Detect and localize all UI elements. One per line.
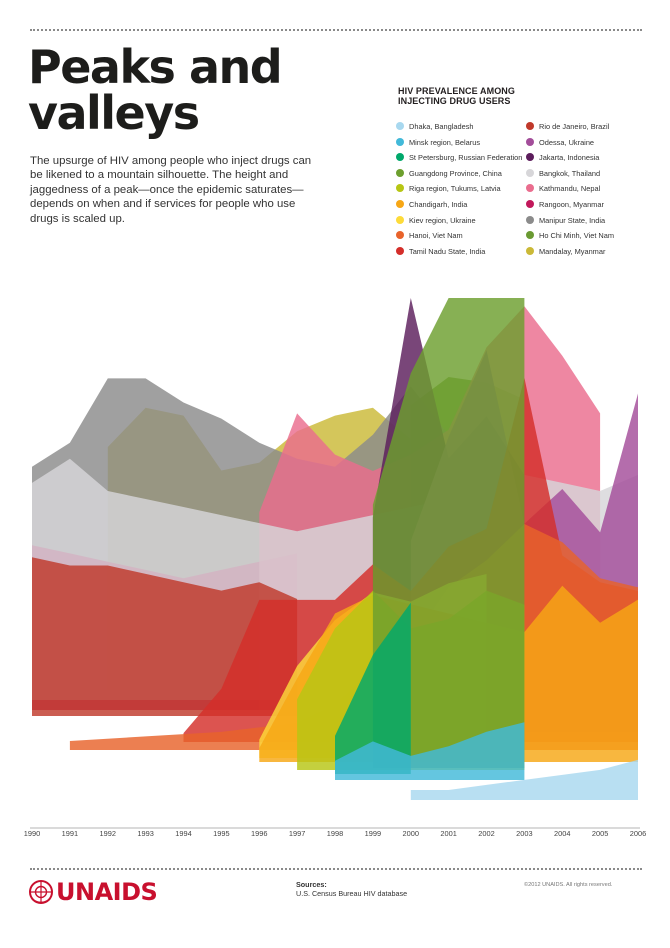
legend-swatch (526, 184, 534, 193)
legend-swatch (396, 184, 404, 193)
x-tick-label: 2001 (440, 829, 456, 838)
legend-item-mandalay-myanmar: Mandalay, Myanmar (526, 246, 606, 257)
x-tick-label: 1996 (251, 829, 267, 838)
x-tick-label: 1994 (175, 829, 191, 838)
legend-item-hanoi-viet-nam: Hanoi, Viet Nam (396, 231, 463, 241)
legend-swatch (396, 200, 404, 208)
area-st-petersburg-russian-federation (335, 602, 411, 774)
legend-label: Riga region, Tukums, Latvia (409, 184, 501, 194)
legend-item-guangdong-province-china: Guangdong Province, China (396, 168, 502, 179)
legend-swatch (526, 231, 534, 240)
unaids-logo: UNAIDS (28, 878, 158, 906)
legend-swatch (396, 153, 404, 162)
x-tick-label: 2003 (516, 829, 532, 838)
legend-item-minsk-region-belarus: Minsk region, Belarus (396, 137, 481, 148)
area-chart: 1990 1991 1992 1993 1994 1995 1996 1997 1998 1999… (24, 298, 646, 838)
legend-item-rio-de-janeiro-brazil: Rio de Janeiro, Brazil (526, 122, 609, 132)
intro-text: The upsurge of HIV among people who inje… (30, 155, 312, 225)
legend-item-tamil-nadu-state-india: Tamil Nadu State, India (396, 246, 486, 257)
legend-swatch (526, 122, 534, 130)
legend-label: Odessa, Ukraine (539, 137, 595, 147)
legend-label: Rio de Janeiro, Brazil (539, 122, 610, 131)
area-dhaka-bangladesh (410, 759, 638, 800)
legend-label: Dhaka, Bangladesh (409, 122, 474, 131)
bottom-divider (30, 868, 642, 870)
legend-label: St Petersburg, Russian Federation (409, 153, 523, 163)
x-tick-label: 2002 (478, 829, 494, 838)
legend-item-kiev-region-ukraine: Kiev region, Ukraine (396, 215, 476, 226)
legend-item-dhaka-bangladesh: Dhaka, Bangladesh (396, 122, 474, 132)
legend-label: Kathmandu, Nepal (539, 184, 601, 194)
legend-item-bangkok-thailand: Bangkok, Thailand (526, 168, 601, 179)
legend-title: HIV PREVALENCE AMONG INJECTING DRUG USERS (398, 86, 516, 106)
logo-wordmark: UNAIDS (56, 878, 158, 906)
legend-label: Ho Chi Minh, Viet Nam (539, 231, 615, 241)
sources-block: Sources: U.S. Census Bureau HIV database (296, 880, 407, 898)
legend-label: Kiev region, Ukraine (409, 215, 476, 225)
legend-item-riga-region-tukums-latvia: Riga region, Tukums, Latvia (396, 184, 501, 194)
page-title: Peaks and valleys (28, 40, 283, 140)
legend-item-chandigarh-india: Chandigarh, India (396, 200, 467, 210)
x-tick-label: 2006 (630, 829, 646, 838)
x-tick-label: 1993 (137, 829, 153, 838)
copyright: ©2012 UNAIDS. All rights reserved. (524, 882, 613, 888)
legend-label: Guangdong Province, China (409, 168, 502, 178)
x-tick-label: 2005 (592, 829, 608, 838)
legend-label: Minsk region, Belarus (409, 137, 481, 147)
legend-item-jakarta-indonesia: Jakarta, Indonesia (526, 153, 599, 163)
x-tick-label: 1999 (365, 829, 381, 838)
legend-swatch (396, 215, 404, 224)
x-tick-label: 1991 (62, 829, 78, 838)
top-divider (30, 29, 642, 31)
legend-swatch (526, 246, 534, 255)
x-tick-label: 1992 (100, 829, 116, 838)
sources-text: U.S. Census Bureau HIV database (296, 889, 408, 898)
un-emblem-icon (29, 880, 53, 904)
legend-swatch (396, 137, 404, 146)
legend-item-odessa-ukraine: Odessa, Ukraine (526, 137, 595, 148)
legend-item-manipur-state-india: Manipur State, India (526, 215, 606, 226)
sources-heading: Sources: (296, 880, 327, 889)
x-tick-label: 2000 (403, 829, 419, 838)
legend-swatch (396, 246, 404, 255)
legend-item-ho-chi-minh-viet-nam: Ho Chi Minh, Viet Nam (526, 231, 614, 241)
legend-label: Jakarta, Indonesia (539, 153, 600, 163)
legend-swatch (526, 137, 534, 146)
x-tick-label: 1997 (289, 829, 305, 838)
legend-swatch (396, 231, 404, 240)
legend-label: Tamil Nadu State, India (409, 246, 486, 256)
legend-swatch (396, 122, 404, 130)
legend-label: Rangoon, Myanmar (539, 200, 604, 209)
legend-item-kathmandu-nepal: Kathmandu, Nepal (526, 184, 600, 194)
legend-swatch (526, 215, 534, 224)
x-tick-label: 1995 (213, 829, 229, 838)
x-tick-label: 1998 (327, 829, 343, 838)
legend-item-rangoon-myanmar: Rangoon, Myanmar (526, 200, 604, 210)
legend-label: Hanoi, Viet Nam (409, 231, 463, 241)
legend-label: Chandigarh, India (409, 200, 468, 209)
legend-label: Mandalay, Myanmar (539, 246, 606, 256)
x-tick-label: 1990 (24, 829, 40, 838)
legend-swatch (526, 200, 534, 208)
legend-swatch (526, 153, 534, 162)
legend-swatch (396, 168, 404, 177)
legend-swatch (526, 168, 534, 177)
legend-label: Manipur State, India (539, 215, 606, 225)
legend-item-st-petersburg-russian-federation: St Petersburg, Russian Federation (396, 153, 522, 163)
legend-label: Bangkok, Thailand (539, 168, 601, 178)
x-tick-label: 2004 (554, 829, 570, 838)
